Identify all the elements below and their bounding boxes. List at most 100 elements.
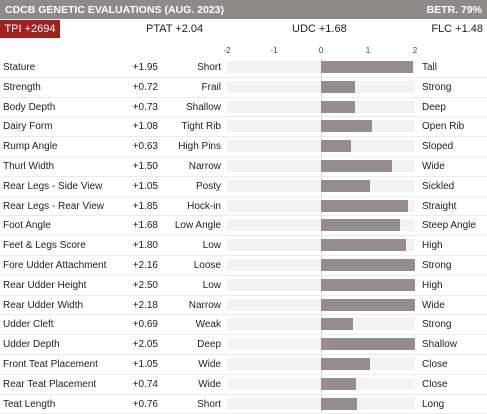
- trait-low-label: Narrow: [188, 299, 221, 311]
- trait-bar: [321, 199, 408, 212]
- trait-value: +0.63: [132, 141, 158, 153]
- trait-bar: [321, 61, 413, 73]
- trait-high-label: Tall: [422, 62, 438, 73]
- trait-name: Dairy Form: [3, 121, 53, 133]
- trait-row: Rear Legs - Rear View +1.85 Hock-in Straigh…: [0, 197, 487, 217]
- trait-low-label: Posty: [195, 180, 221, 192]
- trait-name: Rear Legs - Rear View: [3, 200, 104, 212]
- trait-bar: [321, 239, 406, 252]
- trait-row: Rear Udder Width +2.18 Narrow Wide: [0, 296, 487, 316]
- trait-value: +0.72: [132, 81, 158, 93]
- trait-low-label: Short: [197, 62, 221, 73]
- trait-name: Stature: [3, 62, 36, 73]
- trait-high-label: Long: [422, 398, 445, 410]
- x-tick-label: -2: [223, 46, 231, 55]
- trait-low-label: Wide: [198, 359, 221, 370]
- trait-name: Strength: [3, 81, 41, 93]
- trait-high-label: Strong: [422, 81, 452, 93]
- trait-low-label: High Pins: [178, 141, 221, 153]
- trait-low-label: Frail: [201, 81, 221, 93]
- trait-bar: [321, 219, 400, 232]
- x-tick-label: 2: [412, 46, 418, 55]
- trait-high-label: Strong: [422, 319, 452, 331]
- trait-row: Stature +1.95 Short Tall: [0, 58, 487, 78]
- trait-row: Thurl Width +1.50 Narrow Wide: [0, 157, 487, 177]
- trait-high-label: Sloped: [422, 141, 454, 153]
- trait-high-label: Steep Angle: [422, 220, 476, 232]
- trait-value: +1.85: [132, 200, 158, 212]
- trait-row: Rear Teat Placement +0.74 Wide Close: [0, 375, 487, 395]
- ptat-value: PTAT +2.04: [146, 23, 204, 35]
- trait-value: +2.50: [132, 279, 158, 291]
- trait-value: +1.80: [132, 240, 158, 252]
- udc-value: UDC +1.68: [292, 23, 347, 35]
- trait-row: Front Teat Placement +1.05 Wide Close: [0, 355, 487, 375]
- trait-high-label: High: [422, 279, 443, 291]
- trait-low-label: Low Angle: [174, 220, 221, 232]
- x-tick-label: -1: [270, 46, 278, 55]
- reliability-label: BETR. 79%: [426, 3, 482, 16]
- trait-name: Teat Length: [3, 398, 56, 410]
- trait-high-label: Wide: [422, 161, 445, 172]
- trait-name: Thurl Width: [3, 161, 55, 172]
- x-axis: -2 -1 0 1 2: [0, 44, 487, 58]
- trait-bar: [321, 179, 371, 192]
- trait-high-label: High: [422, 240, 443, 252]
- trait-row: Dairy Form +1.08 Tight Rib Open Rib: [0, 117, 487, 138]
- summary-row: TPI +2694 PTAT +2.04 UDC +1.68 FLC +1.48: [0, 19, 487, 40]
- trait-row: Udder Depth +2.05 Deep Shallow: [0, 335, 487, 355]
- trait-low-label: Hock-in: [187, 200, 221, 212]
- trait-row: Teat Length +0.76 Short Long: [0, 395, 487, 414]
- trait-bar: [321, 338, 415, 351]
- trait-low-label: Deep: [197, 339, 221, 351]
- trait-name: Foot Angle: [3, 220, 51, 232]
- trait-value: +1.95: [132, 62, 158, 73]
- trait-row: Rump Angle +0.63 High Pins Sloped: [0, 137, 487, 157]
- trait-bar: [321, 358, 371, 370]
- trait-high-label: Open Rib: [422, 121, 465, 133]
- trait-value: +0.74: [132, 378, 158, 390]
- trait-value: +1.50: [132, 161, 158, 172]
- trait-bar: [321, 80, 355, 93]
- trait-low-label: Shallow: [185, 101, 221, 113]
- trait-low-label: Short: [197, 398, 221, 410]
- trait-value: +2.05: [132, 339, 158, 351]
- trait-bar: [321, 160, 392, 172]
- x-tick-label: 1: [365, 46, 371, 55]
- trait-name: Feet & Legs Score: [3, 240, 86, 252]
- trait-row: Fore Udder Attachment +2.16 Loose Strong: [0, 256, 487, 276]
- trait-value: +1.05: [132, 359, 158, 370]
- trait-high-label: Close: [422, 359, 448, 370]
- trait-low-label: Weak: [195, 319, 221, 331]
- trait-row: Rear Legs - Side View +1.05 Posty Sickled: [0, 177, 487, 197]
- trait-high-label: Close: [422, 378, 448, 390]
- trait-bar: [321, 140, 351, 153]
- trait-row: Rear Udder Height +2.50 Low High: [0, 276, 487, 296]
- trait-low-label: Low: [202, 279, 221, 291]
- trait-row: Udder Cleft +0.69 Weak Strong: [0, 315, 487, 336]
- trait-row: Body Depth +0.73 Shallow Deep: [0, 98, 487, 118]
- trait-row: Foot Angle +1.68 Low Angle Steep Angle: [0, 216, 487, 237]
- trait-value: +1.08: [132, 121, 158, 133]
- tpi-badge: TPI +2694: [0, 20, 60, 38]
- trait-bar: [321, 100, 356, 113]
- trait-bar: [321, 120, 372, 133]
- trait-low-label: Loose: [193, 260, 221, 271]
- trait-name: Udder Cleft: [3, 319, 54, 331]
- trait-name: Fore Udder Attachment: [3, 260, 107, 271]
- trait-low-label: Wide: [198, 378, 221, 390]
- trait-name: Rear Udder Height: [3, 279, 87, 291]
- trait-value: +0.76: [132, 398, 158, 410]
- trait-name: Rump Angle: [3, 141, 58, 153]
- trait-bar: [321, 278, 415, 291]
- trait-low-label: Low: [202, 240, 221, 252]
- trait-value: +2.18: [132, 299, 158, 311]
- trait-high-label: Shallow: [422, 339, 458, 351]
- trait-name: Udder Depth: [3, 339, 60, 351]
- trait-high-label: Straight: [422, 200, 457, 212]
- trait-high-label: Sickled: [422, 180, 455, 192]
- trait-high-label: Deep: [422, 101, 446, 113]
- trait-value: +1.68: [132, 220, 158, 232]
- trait-row: Feet & Legs Score +1.80 Low High: [0, 236, 487, 256]
- trait-name: Rear Udder Width: [3, 299, 84, 311]
